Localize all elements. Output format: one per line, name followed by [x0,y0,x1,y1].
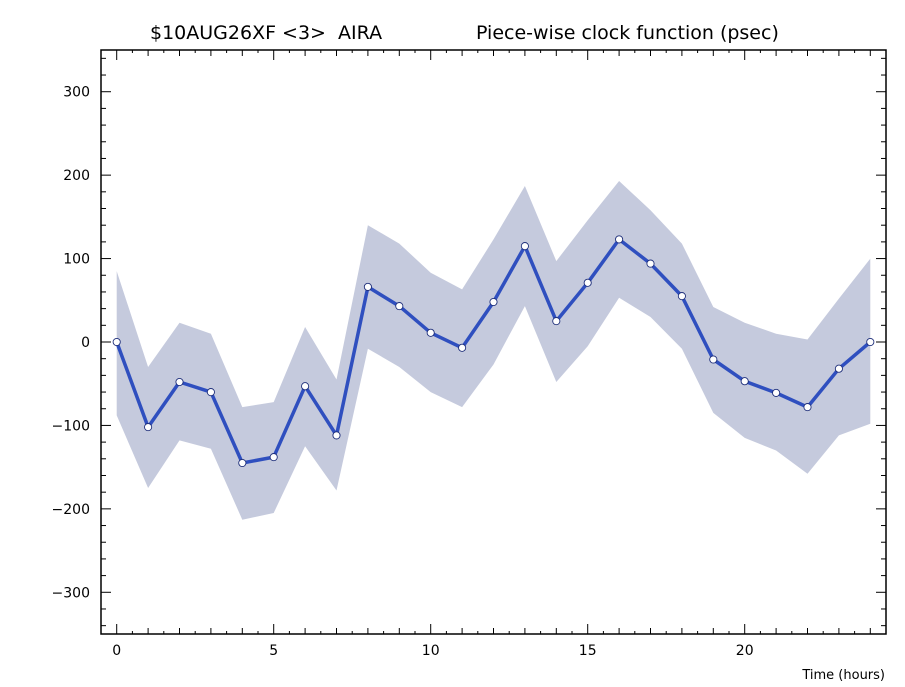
data-point [301,382,310,391]
data-point [112,337,121,347]
x-tick-label: 10 [422,643,440,659]
x-tick-label: 15 [579,643,597,659]
data-point [489,297,498,307]
uncertainty-band [116,181,871,520]
data-point [458,343,467,352]
error-band-layer [116,181,871,520]
data-point [583,278,592,287]
y-tick-label: −100 [52,418,90,434]
x-tick-label: 20 [736,643,754,659]
x-axis-label: Time (hours) [801,668,885,683]
data-point [552,317,561,326]
data-point [332,431,341,440]
data-point [677,292,686,301]
data-point [520,242,529,251]
data-point [866,337,875,347]
data-point [646,259,655,268]
data-point [238,458,247,468]
data-point [175,377,184,387]
data-point [363,282,372,291]
y-tick-label: −300 [52,585,90,601]
data-point [269,453,278,462]
data-point [426,328,435,337]
chart-subtitle: Piece-wise clock function (psec) [476,22,779,44]
data-point [615,235,624,244]
y-tick-label: 300 [63,85,90,101]
y-tick-label: 100 [63,252,90,268]
data-point [144,423,153,432]
data-point [772,388,781,397]
data-point [740,377,749,386]
data-point [803,403,812,412]
data-points-layer [112,235,875,468]
tick-labels: 0 5 10 15 20 −300 −200 −100 0 100 200 300 [52,85,754,659]
x-tick-label: 0 [112,643,121,659]
data-point [709,355,718,364]
data-point [395,302,404,311]
data-point [206,388,215,397]
x-tick-label: 5 [269,643,278,659]
y-tick-label: −200 [52,502,90,518]
chart-title: $10AUG26XF <3> AIRA [150,22,382,44]
y-tick-label: 0 [81,335,90,351]
axis-ticks [100,50,887,634]
data-point [834,364,843,373]
y-tick-label: 200 [63,168,90,184]
